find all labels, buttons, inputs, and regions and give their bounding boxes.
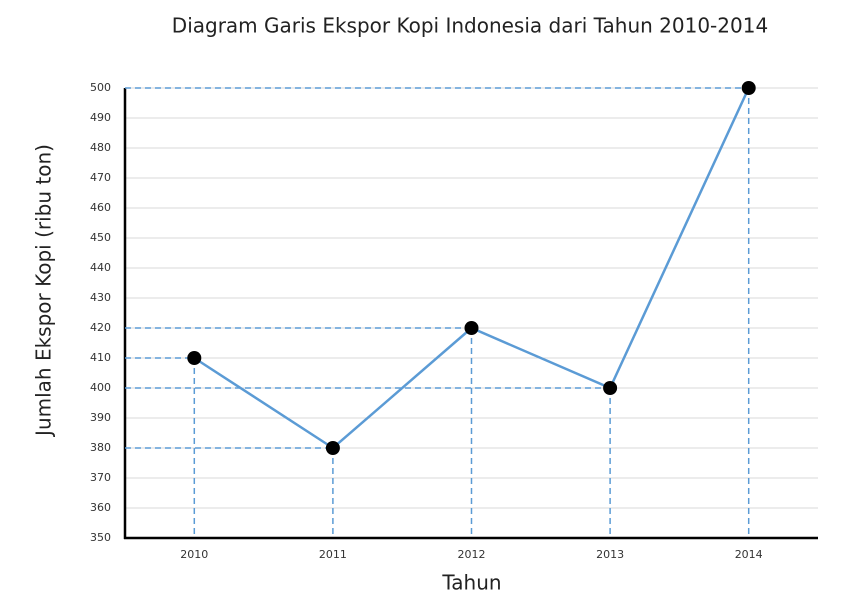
y-tick-label: 410	[90, 351, 111, 364]
data-point	[325, 441, 340, 455]
y-tick-label: 430	[90, 291, 111, 304]
y-tick-label: 380	[90, 441, 111, 454]
x-tick-label: 2014	[735, 548, 763, 561]
y-tick-label: 350	[90, 531, 111, 544]
y-tick-label: 450	[90, 231, 111, 244]
y-tick-label: 420	[90, 321, 111, 334]
y-tick-label: 370	[90, 471, 111, 484]
y-tick-label: 480	[90, 141, 111, 154]
y-tick-label: 390	[90, 411, 111, 424]
x-tick-label: 2012	[458, 548, 486, 561]
data-point	[187, 351, 202, 365]
x-axis-label: Tahun	[441, 571, 501, 595]
y-tick-label: 400	[90, 381, 111, 394]
y-tick-label: 490	[90, 111, 111, 124]
data-point	[464, 321, 479, 335]
chart-title: Diagram Garis Ekspor Kopi Indonesia dari…	[172, 14, 768, 38]
y-tick-label: 500	[90, 81, 111, 94]
data-point	[741, 81, 756, 95]
y-tick-label: 470	[90, 171, 111, 184]
x-tick-label: 2013	[596, 548, 624, 561]
y-axis-label: Jumlah Ekspor Kopi (ribu ton)	[32, 144, 56, 438]
y-tick-label: 360	[90, 501, 111, 514]
data-point	[603, 381, 618, 395]
x-tick-label: 2010	[180, 548, 208, 561]
y-tick-label: 460	[90, 201, 111, 214]
y-tick-label: 440	[90, 261, 111, 274]
x-tick-label: 2011	[319, 548, 347, 561]
